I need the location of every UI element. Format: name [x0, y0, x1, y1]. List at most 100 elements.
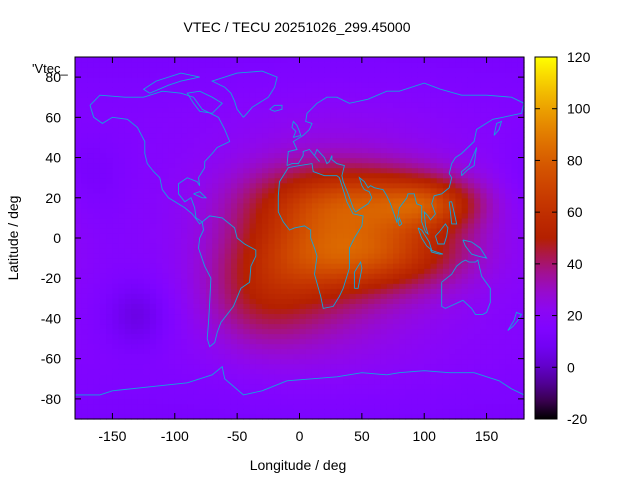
heatmap-cell [87, 323, 95, 330]
heatmap-cell [280, 348, 288, 355]
heatmap-cell [112, 132, 120, 139]
heatmap-cell [274, 147, 282, 154]
heatmap-cell [343, 343, 350, 350]
heatmap-cell [461, 117, 469, 123]
heatmap-cell [99, 72, 107, 78]
heatmap-cell [361, 348, 369, 355]
heatmap-cell [436, 243, 444, 249]
heatmap-cell [318, 167, 326, 174]
heatmap-cell [287, 403, 294, 410]
heatmap-cell [480, 328, 488, 335]
heatmap-cell [149, 202, 157, 209]
heatmap-cell [143, 122, 151, 128]
heatmap-cell [442, 197, 450, 204]
heatmap-cell [87, 202, 95, 209]
heatmap-cell [124, 238, 132, 244]
heatmap-cell [218, 273, 226, 279]
heatmap-cell [393, 323, 400, 330]
heatmap-cell [343, 283, 350, 289]
heatmap-cell [268, 313, 276, 320]
heatmap-cell [149, 263, 157, 269]
heatmap-cell [380, 232, 388, 239]
heatmap-cell [355, 117, 363, 123]
heatmap-cell [405, 293, 413, 299]
heatmap-cell [181, 107, 188, 113]
heatmap-cell [218, 127, 226, 134]
heatmap-cell [287, 157, 294, 164]
heatmap-cell [442, 318, 450, 325]
heatmap-cell [499, 192, 506, 199]
heatmap-cell [187, 112, 195, 118]
heatmap-cell [355, 318, 363, 325]
heatmap-cell [81, 232, 89, 239]
heatmap-cell [75, 358, 82, 365]
heatmap-cell [287, 353, 294, 360]
heatmap-cell [430, 232, 438, 239]
heatmap-cell [131, 273, 138, 279]
heatmap-cell [386, 413, 394, 420]
heatmap-cell [274, 353, 282, 360]
heatmap-cell [87, 383, 95, 390]
heatmap-cell [274, 363, 282, 370]
heatmap-cell [131, 303, 138, 309]
heatmap-cell [324, 177, 332, 184]
heatmap-cell [87, 232, 95, 239]
heatmap-cell [492, 217, 500, 224]
heatmap-cell [430, 258, 438, 264]
heatmap-cell [230, 132, 238, 139]
heatmap-cell [75, 288, 82, 294]
heatmap-cell [405, 308, 413, 315]
heatmap-cell [436, 147, 444, 154]
heatmap-cell [474, 413, 481, 420]
heatmap-cell [218, 107, 226, 113]
heatmap-cell [449, 408, 457, 415]
heatmap-cell [112, 243, 120, 249]
heatmap-cell [162, 313, 170, 320]
heatmap-cell [343, 57, 350, 63]
heatmap-cell [405, 243, 413, 249]
heatmap-cell [361, 298, 369, 304]
heatmap-cell [299, 127, 307, 134]
heatmap-cell [492, 248, 500, 254]
heatmap-cell [411, 358, 419, 365]
heatmap-cell [505, 293, 513, 299]
heatmap-cell [368, 172, 375, 179]
heatmap-cell [436, 273, 444, 279]
heatmap-cell [492, 253, 500, 259]
heatmap-cell [212, 278, 220, 284]
heatmap-cell [249, 87, 257, 93]
heatmap-cell [124, 227, 132, 234]
heatmap-cell [212, 92, 220, 98]
heatmap-cell [361, 72, 369, 78]
heatmap-cell [318, 212, 326, 219]
heatmap-cell [87, 373, 95, 380]
heatmap-cell [143, 177, 151, 184]
heatmap-cell [293, 363, 301, 370]
heatmap-cell [417, 298, 425, 304]
heatmap-cell [212, 72, 220, 78]
heatmap-cell [318, 132, 326, 139]
heatmap-cell [299, 102, 307, 108]
heatmap-cell [305, 253, 313, 259]
heatmap-cell [499, 197, 506, 204]
heatmap-cell [99, 102, 107, 108]
heatmap-cell [143, 353, 151, 360]
heatmap-cell [181, 283, 188, 289]
heatmap-cell [399, 142, 407, 149]
heatmap-cell [349, 318, 357, 325]
heatmap-cell [224, 293, 232, 299]
heatmap-cell [430, 57, 438, 63]
heatmap-cell [355, 217, 363, 224]
heatmap-cell [75, 177, 82, 184]
heatmap-cell [336, 388, 344, 395]
heatmap-cell [212, 333, 220, 340]
heatmap-cell [299, 358, 307, 365]
heatmap-cell [349, 363, 357, 370]
heatmap-cell [449, 373, 457, 380]
heatmap-cell [124, 142, 132, 149]
heatmap-cell [380, 333, 388, 340]
heatmap-cell [349, 87, 357, 93]
heatmap-cell [224, 212, 232, 219]
heatmap-cell [162, 348, 170, 355]
heatmap-cell [293, 137, 301, 144]
